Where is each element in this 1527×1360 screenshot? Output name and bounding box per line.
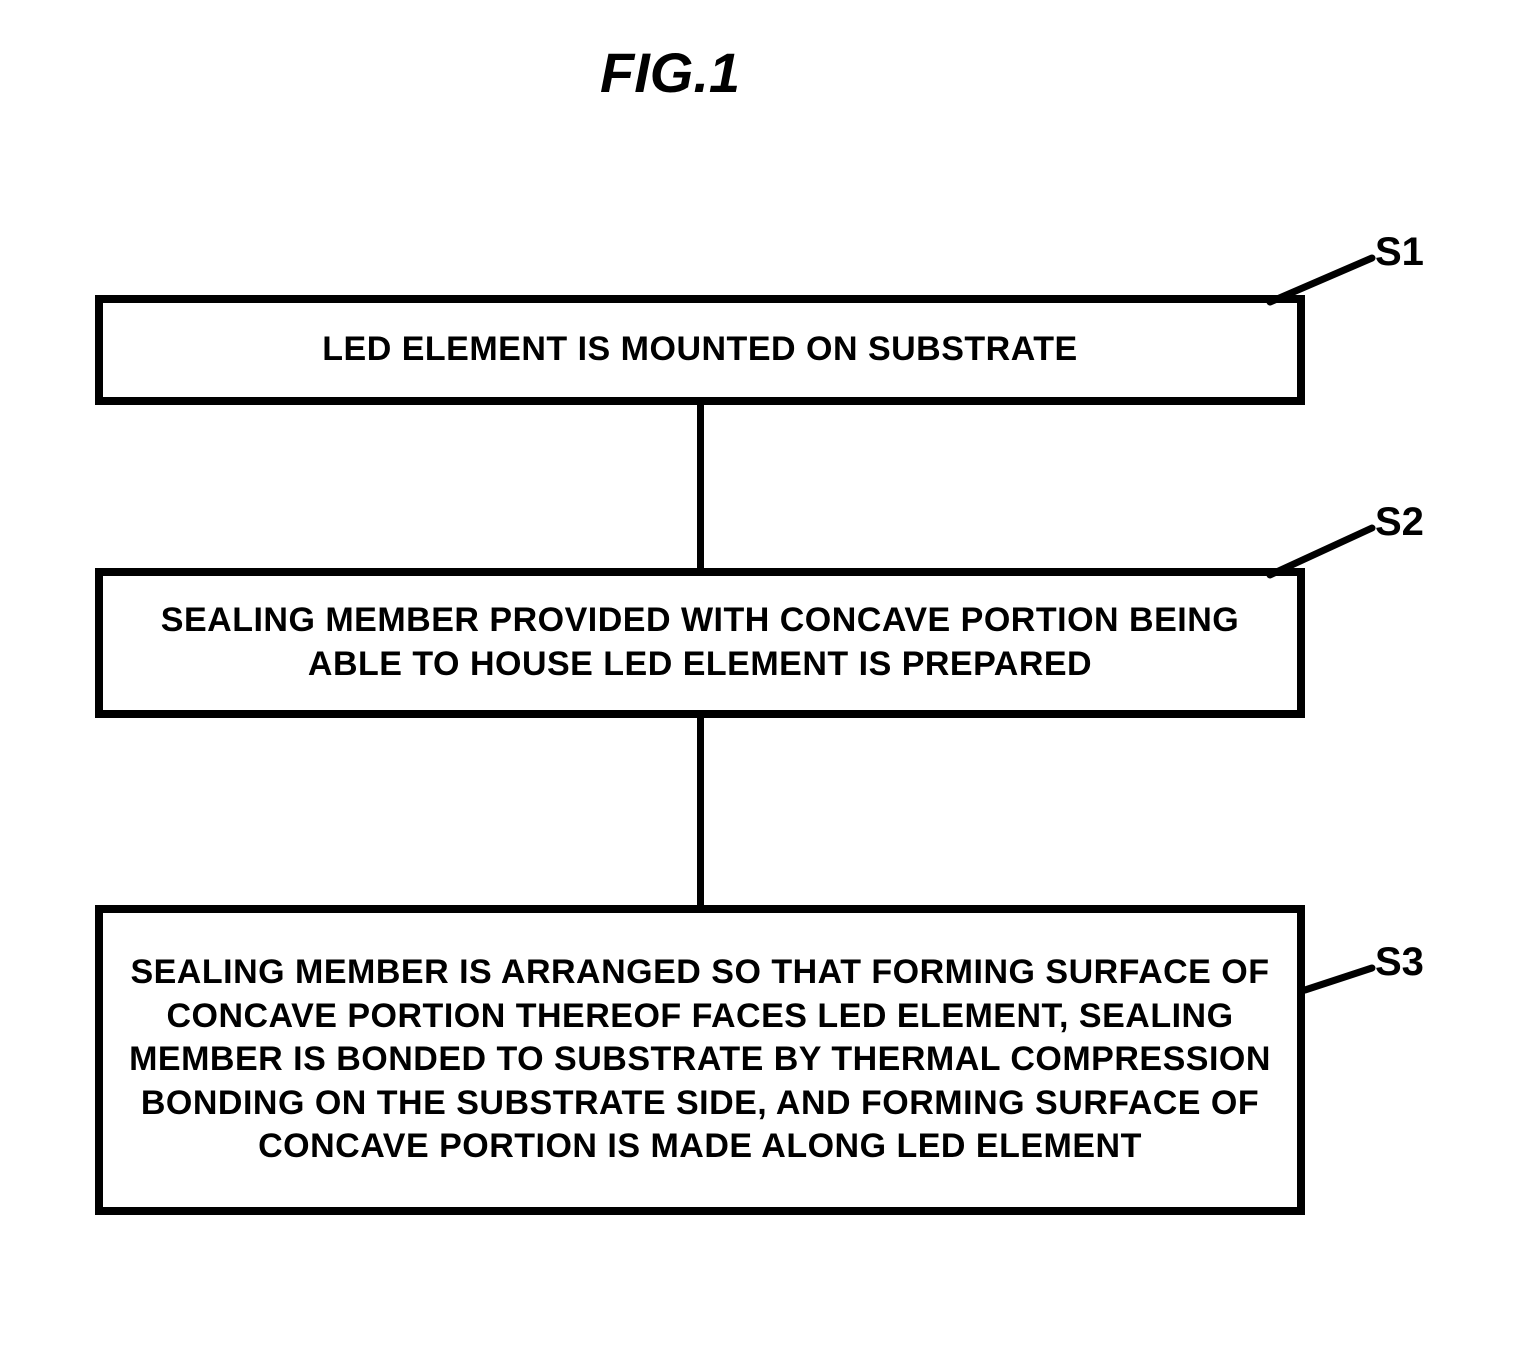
flowchart-connector — [697, 405, 704, 568]
flowchart-step-label-s1: S1 — [1375, 230, 1424, 275]
flowchart-step-label-s3: S3 — [1375, 940, 1424, 985]
flowchart-step-s2: SEALING MEMBER PROVIDED WITH CONCAVE POR… — [95, 568, 1305, 718]
flowchart-step-label-s2: S2 — [1375, 500, 1424, 545]
flowchart-step-text: SEALING MEMBER PROVIDED WITH CONCAVE POR… — [123, 599, 1277, 686]
flowchart-connector — [697, 718, 704, 905]
flowchart-step-s1: LED ELEMENT IS MOUNTED ON SUBSTRATE — [95, 295, 1305, 405]
figure-title: FIG.1 — [600, 40, 740, 105]
flowchart-step-text: LED ELEMENT IS MOUNTED ON SUBSTRATE — [322, 328, 1077, 372]
flowchart-step-s3: SEALING MEMBER IS ARRANGED SO THAT FORMI… — [95, 905, 1305, 1215]
flowchart-step-text: SEALING MEMBER IS ARRANGED SO THAT FORMI… — [123, 951, 1277, 1169]
figure-canvas: FIG.1 LED ELEMENT IS MOUNTED ON SUBSTRAT… — [0, 0, 1527, 1360]
